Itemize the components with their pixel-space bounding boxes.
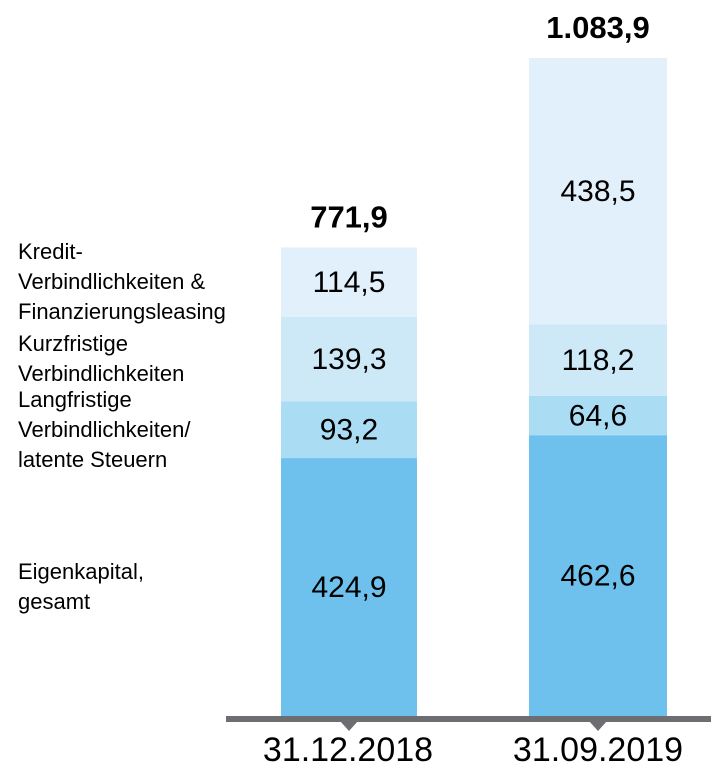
bar-segment: [529, 435, 667, 716]
legend-label: Kredit- Verbindlichkeiten & Finanzierung…: [18, 239, 226, 325]
value-label: 118,2: [562, 344, 635, 377]
value-label: 64,6: [569, 399, 627, 432]
bar-segment: [281, 247, 417, 317]
value-label: 462,6: [560, 560, 635, 593]
legend-label: Langfristige Verbindlichkeiten/ latente …: [18, 386, 191, 472]
bar-segment: [529, 324, 667, 396]
legend-label: Kurzfristige Verbindlichkeiten: [18, 331, 185, 387]
x-tick-label: 31.09.2019: [513, 731, 683, 769]
total-label: 1.083,9: [546, 10, 649, 45]
value-label: 438,5: [560, 175, 635, 208]
value-label: 114,5: [313, 266, 386, 299]
axis-tick: [589, 721, 607, 731]
legend-label: Eigenkapital, gesamt: [18, 559, 144, 615]
x-axis: [226, 716, 711, 722]
bar-segment: [281, 458, 417, 716]
axis-tick: [340, 721, 358, 731]
total-label: 771,9: [310, 200, 388, 235]
bar-segment: [281, 401, 417, 459]
bar-segment: [529, 58, 667, 325]
bar-segment: [529, 395, 667, 436]
bar-segment: [281, 316, 417, 402]
value-label: 93,2: [320, 414, 378, 447]
value-label: 424,9: [311, 571, 386, 604]
value-label: 139,3: [311, 343, 386, 376]
x-tick-label: 31.12.2018: [263, 731, 433, 769]
